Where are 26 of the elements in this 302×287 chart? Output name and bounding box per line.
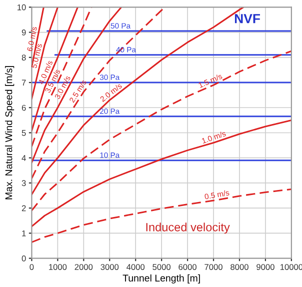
y-tick-label: 1 bbox=[22, 230, 26, 236]
y-tick-label: 2 bbox=[22, 205, 26, 212]
y-tick-label: 0 bbox=[22, 256, 26, 262]
y-tick-label: 8 bbox=[22, 54, 26, 60]
y-tick-label: 10 bbox=[18, 4, 26, 10]
x-tick-label: 9000 bbox=[256, 264, 274, 270]
y-tick-label: 6 bbox=[22, 104, 26, 111]
x-axis-title: Tunnel Length [m] bbox=[122, 274, 200, 284]
x-tick-label: 3000 bbox=[100, 264, 119, 270]
x-tick-label: 8000 bbox=[230, 264, 248, 270]
x-tick-label: 0 bbox=[30, 264, 34, 270]
x-tick-label: 1000 bbox=[49, 264, 67, 270]
y-tick-label: 7 bbox=[22, 80, 26, 86]
y-tick-label: 9 bbox=[22, 29, 26, 36]
line-series bbox=[32, 188, 292, 243]
y-tick-label: 4 bbox=[22, 155, 26, 161]
x-tick-label: 4000 bbox=[126, 264, 145, 270]
x-tick-label: 2000 bbox=[74, 264, 93, 270]
x-tick-label: 6000 bbox=[178, 264, 196, 270]
annotation: Induced velocity bbox=[146, 222, 230, 234]
y-tick-label: 5 bbox=[22, 130, 26, 136]
y-tick-label: 3 bbox=[22, 180, 26, 186]
x-tick-label: 7000 bbox=[204, 264, 222, 270]
annotation: NVF bbox=[234, 14, 260, 24]
y-axis-title: Max. Natural Wind Speed [m/s] bbox=[5, 66, 14, 200]
x-tick-label: 5000 bbox=[152, 264, 171, 270]
